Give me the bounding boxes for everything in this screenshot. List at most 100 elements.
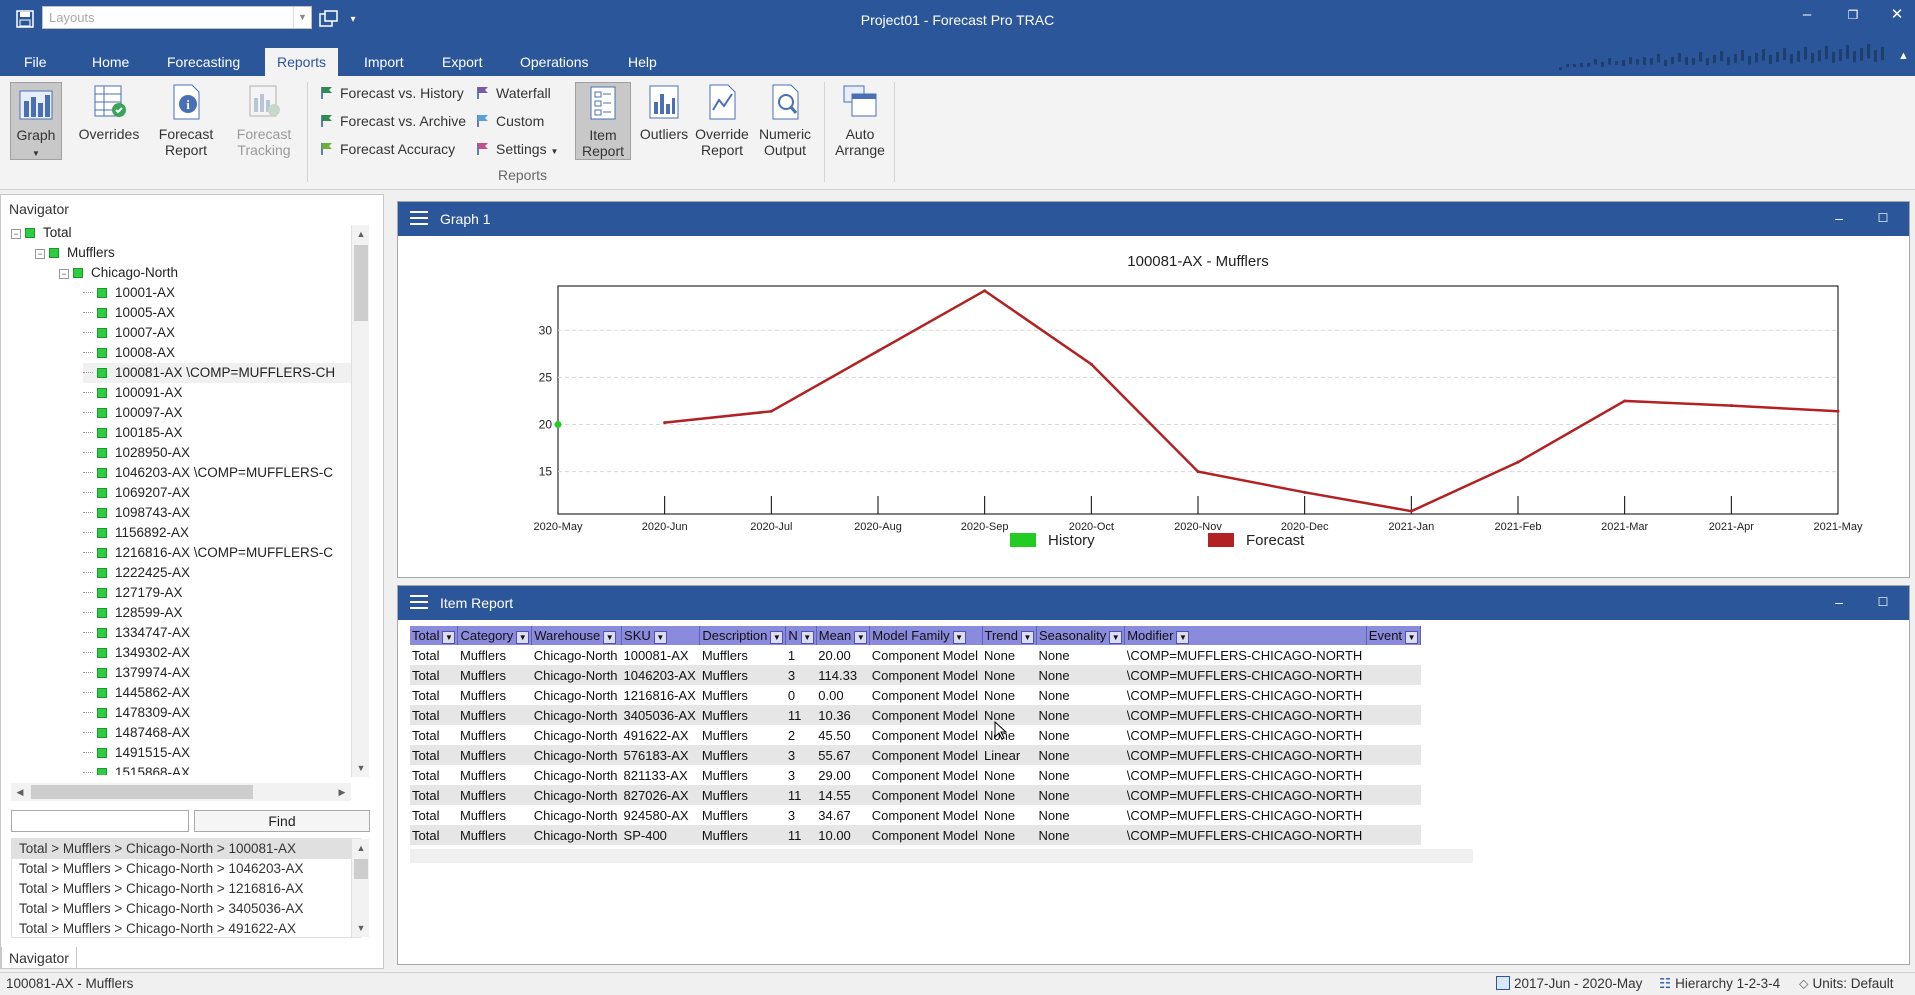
column-header[interactable]: Model Family ▼: [869, 626, 983, 645]
tree-node[interactable]: 100081-AX \COMP=MUFFLERS-CH: [83, 363, 351, 383]
collapse-toggle-icon[interactable]: −: [11, 229, 21, 239]
tree-node[interactable]: 100185-AX: [83, 423, 351, 443]
scroll-thumb[interactable]: [354, 859, 368, 879]
path-list-item[interactable]: Total > Mufflers > Chicago-North > 10008…: [12, 839, 360, 859]
tree-node[interactable]: 1487468-AX: [83, 723, 351, 743]
filter-dropdown-icon[interactable]: ▼: [800, 630, 814, 644]
save-icon[interactable]: [14, 8, 36, 30]
tree-node[interactable]: 1349302-AX: [83, 643, 351, 663]
table-row[interactable]: Total Mufflers Chicago-North 576183-AX Muffl…: [410, 745, 1421, 765]
tab-file[interactable]: File: [24, 54, 47, 70]
collapse-ribbon-icon[interactable]: ▲: [1898, 50, 1909, 62]
tree-node[interactable]: 100097-AX: [83, 403, 351, 423]
table-row[interactable]: Total Mufflers Chicago-North 491622-AX Muffl…: [410, 725, 1421, 745]
path-list-item[interactable]: Total > Mufflers > Chicago-North > 10462…: [19, 861, 304, 876]
auto-arrange-button[interactable]: Auto Arrange: [832, 82, 888, 160]
filter-dropdown-icon[interactable]: ▼: [1109, 630, 1123, 644]
tree-node[interactable]: 10005-AX: [83, 303, 351, 323]
tab-operations[interactable]: Operations: [520, 54, 589, 70]
tree-node[interactable]: 1379974-AX: [83, 663, 351, 683]
chevron-down-icon[interactable]: ▼: [293, 7, 311, 28]
column-header[interactable]: Category ▼: [457, 626, 533, 645]
collapse-toggle-icon[interactable]: −: [59, 269, 69, 279]
tree-node[interactable]: 10007-AX: [83, 323, 351, 343]
tree-node[interactable]: 1478309-AX: [83, 703, 351, 723]
tree-vertical-scrollbar[interactable]: ▲ ▼: [351, 225, 369, 777]
scroll-up-icon[interactable]: ▲: [356, 229, 366, 239]
table-row[interactable]: Total Mufflers Chicago-North 1046203-AX Muff…: [410, 665, 1421, 685]
find-button[interactable]: Find: [194, 810, 370, 832]
scroll-thumb[interactable]: [354, 245, 368, 321]
tree-node[interactable]: 127179-AX: [83, 583, 351, 603]
filter-dropdown-icon[interactable]: ▼: [1021, 630, 1034, 644]
scroll-down-icon[interactable]: ▼: [356, 763, 366, 773]
tree-horizontal-scrollbar[interactable]: ◀ ▶: [11, 783, 351, 801]
tab-reports[interactable]: Reports: [265, 48, 339, 76]
waterfall-button[interactable]: Waterfall: [474, 82, 551, 104]
tree-node[interactable]: 1069207-AX: [83, 483, 351, 503]
scroll-right-icon[interactable]: ▶: [338, 787, 346, 797]
tab-export[interactable]: Export: [442, 54, 483, 70]
navigator-tab[interactable]: Navigator: [1, 947, 77, 969]
filter-dropdown-icon[interactable]: ▼: [770, 630, 784, 644]
column-header[interactable]: Seasonality ▼: [1036, 626, 1126, 645]
filter-dropdown-icon[interactable]: ▼: [1405, 630, 1419, 644]
tree-node[interactable]: 1156892-AX: [83, 523, 351, 543]
path-list-scrollbar[interactable]: ▲ ▼: [351, 839, 369, 937]
filter-dropdown-icon[interactable]: ▼: [1176, 630, 1190, 644]
column-header[interactable]: N ▼: [785, 626, 817, 645]
item-report-button[interactable]: Item Report: [575, 82, 631, 160]
tree-node[interactable]: 1491515-AX: [83, 743, 351, 763]
column-header[interactable]: Trend ▼: [982, 626, 1038, 645]
table-row[interactable]: Total Mufflers Chicago-North 924580-AX Muffl…: [410, 805, 1421, 825]
window-layout-icon[interactable]: [318, 8, 340, 30]
tree-node[interactable]: − Chicago-North: [59, 263, 351, 283]
numeric-output-button[interactable]: Numeric Output: [754, 82, 816, 160]
column-header[interactable]: SKU ▼: [621, 626, 701, 645]
tree-node[interactable]: − Total: [11, 223, 351, 243]
tree-node[interactable]: 10001-AX: [83, 283, 351, 303]
overrides-button[interactable]: Overrides: [76, 82, 142, 160]
tree-node[interactable]: 1046203-AX \COMP=MUFFLERS-C: [83, 463, 351, 483]
filter-dropdown-icon[interactable]: ▼: [952, 630, 966, 644]
status-period[interactable]: 2017-Jun - 2020-May: [1496, 973, 1642, 995]
outliers-button[interactable]: Outliers: [638, 82, 690, 160]
tree-node[interactable]: 1515868-AX: [83, 763, 351, 775]
scroll-up-icon[interactable]: ▲: [356, 843, 366, 853]
status-units[interactable]: ⬦ Units: Default: [1799, 973, 1894, 995]
filter-dropdown-icon[interactable]: ▼: [854, 630, 868, 644]
path-list-item[interactable]: Total > Mufflers > Chicago-North > 34050…: [19, 901, 304, 916]
table-row[interactable]: Total Mufflers Chicago-North 827026-AX Muffl…: [410, 785, 1421, 805]
table-row[interactable]: Total Mufflers Chicago-North 3405036-AX Muff…: [410, 705, 1421, 725]
maximize-panel-button[interactable]: ☐: [1877, 595, 1889, 609]
table-row[interactable]: Total Mufflers Chicago-North SP-400 Mufflers…: [410, 825, 1421, 845]
tree-node[interactable]: 1028950-AX: [83, 443, 351, 463]
tab-home[interactable]: Home: [92, 54, 130, 70]
filter-dropdown-icon[interactable]: ▼: [442, 630, 456, 644]
filter-dropdown-icon[interactable]: ▼: [653, 630, 667, 644]
layouts-combobox[interactable]: Layouts ▼: [42, 6, 312, 29]
tree-node[interactable]: 1216816-AX \COMP=MUFFLERS-C: [83, 543, 351, 563]
forecast-vs-archive-button[interactable]: Forecast vs. Archive: [318, 110, 466, 132]
filter-dropdown-icon[interactable]: ▼: [603, 630, 617, 644]
tree-node[interactable]: 1098743-AX: [83, 503, 351, 523]
graph-button[interactable]: Graph ▼: [10, 82, 62, 160]
column-header[interactable]: Mean ▼: [816, 626, 871, 645]
tree-node[interactable]: 1334747-AX: [83, 623, 351, 643]
forecast-report-button[interactable]: i Forecast Report: [152, 82, 220, 160]
scroll-left-icon[interactable]: ◀: [16, 787, 24, 797]
path-list-item[interactable]: Total > Mufflers > Chicago-North > 49162…: [19, 921, 297, 936]
tab-import[interactable]: Import: [364, 54, 404, 70]
minimize-panel-button[interactable]: –: [1835, 210, 1843, 226]
customize-qat-icon[interactable]: ▾: [350, 13, 356, 25]
scroll-down-icon[interactable]: ▼: [356, 923, 366, 933]
hamburger-menu-icon[interactable]: [410, 210, 428, 226]
maximize-panel-button[interactable]: ☐: [1877, 211, 1889, 225]
tree-node[interactable]: 1222425-AX: [83, 563, 351, 583]
minimize-window-button[interactable]: –: [1802, 6, 1812, 23]
filter-dropdown-icon[interactable]: ▼: [516, 630, 530, 644]
tab-forecasting[interactable]: Forecasting: [167, 54, 241, 70]
tree-node[interactable]: 100091-AX: [83, 383, 351, 403]
status-hierarchy[interactable]: ☷ Hierarchy 1-2-3-4: [1659, 973, 1780, 995]
forecast-accuracy-button[interactable]: Forecast Accuracy: [318, 138, 455, 160]
